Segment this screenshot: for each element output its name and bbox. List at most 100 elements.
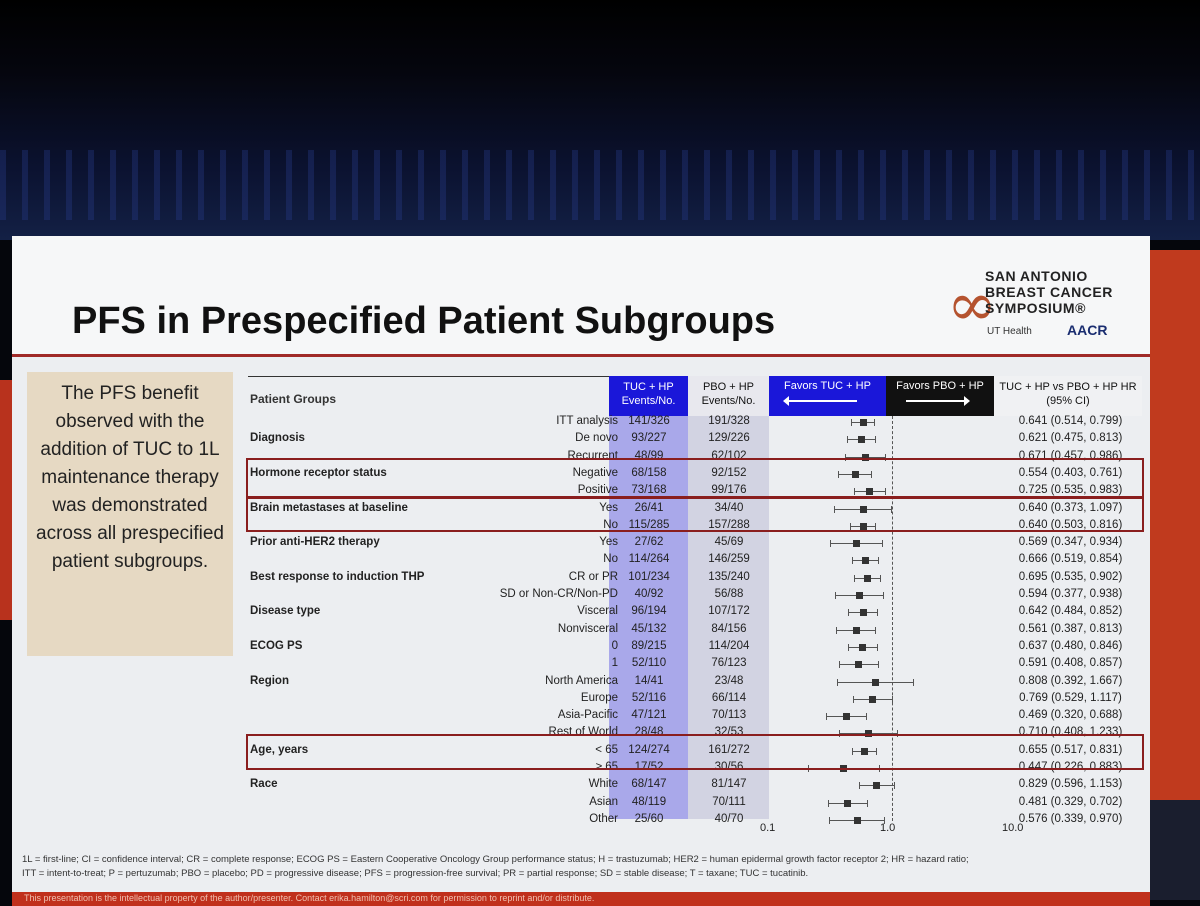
row-tuc-events: 26/41 [634,501,664,514]
row-subgroup: 0 [611,639,618,652]
row-hazard-ratio: 0.447 (0.226, 0.883) [1018,761,1123,773]
table-row: Asia-Pacific 47/121 70/113 0.469 (0.320, 0.… [248,708,1148,725]
hr-point-estimate [858,436,866,444]
row-category: Diagnosis [250,432,305,445]
hr-point-estimate [869,695,877,703]
row-tuc-events: 68/158 [631,466,667,479]
row-subgroup: Europe [580,691,618,704]
hr-point-estimate [843,713,851,721]
row-category: Best response to induction THP [250,570,425,583]
summary-text: The PFS benefit observed with the additi… [36,383,224,572]
left-arrow-icon [783,396,857,406]
table-row: SD or Non-CR/Non-PD 40/92 56/88 0.594 (0.37… [248,587,1148,604]
row-tuc-events: 48/119 [631,795,667,808]
header-hr: TUC + HP vs PBO + HP HR (95% CI) [994,376,1142,416]
row-hazard-ratio: 0.725 (0.535, 0.983) [1018,484,1123,497]
row-subgroup: 1 [611,657,618,670]
footnote-line1: 1L = first-line; CI = confidence interva… [22,854,969,865]
row-subgroup: SD or Non-CR/Non-PD [499,588,618,600]
row-tuc-events: 96/194 [631,605,667,618]
logo-line2: BREAST CANCER [985,284,1113,300]
table-row: Other 25/60 40/70 0.576 (0.339, 0.970) [248,812,1148,829]
hr-point-estimate [855,661,863,669]
highlight-brain-metastases [246,496,1144,532]
row-pbo-events: 70/111 [712,795,746,808]
row-hazard-ratio: 0.655 (0.517, 0.831) [1018,743,1123,756]
row-hazard-ratio: 0.829 (0.596, 1.153) [1018,778,1123,791]
hr-point-estimate [864,574,872,582]
header-pbo: PBO + HP Events/No. [688,376,769,416]
highlight-hormone-receptor [246,458,1144,499]
row-subgroup: Asian [589,795,618,808]
logo-line3: SYMPOSIUM® [985,300,1086,316]
row-subgroup: CR or PR [568,570,618,583]
row-hazard-ratio: 0.769 (0.529, 1.117) [1019,691,1122,704]
row-tuc-events: 101/234 [628,570,670,583]
row-pbo-events: 34/40 [714,501,744,514]
row-subgroup: White [588,778,618,791]
axis-tick-1.0: 1.0 [880,822,896,834]
row-hazard-ratio: 0.561 (0.387, 0.813) [1018,622,1123,635]
table-row: Best response to induction THP CR or PR 10… [248,570,1148,587]
row-category: Hormone receptor status [250,466,387,479]
symposium-logo: ∞ SAN ANTONIO BREAST CANCER SYMPOSIUM® U… [947,264,1147,359]
row-hazard-ratio: 0.642 (0.484, 0.852) [1018,605,1123,618]
hr-point-estimate [861,557,869,565]
row-pbo-events: 99/176 [711,484,747,497]
hr-point-estimate [851,470,859,478]
row-pbo-events: 45/69 [714,536,744,549]
table-row: ITT analysis 141/326 191/328 0.641 (0.514, … [248,414,1148,431]
header-patient-groups: Patient Groups [250,392,337,406]
table-row: Region North America 14/41 23/48 0.808 (0.39… [248,674,1148,691]
row-category: Prior anti-HER2 therapy [250,536,380,549]
row-subgroup: ≥ 65 [595,761,618,773]
table-row: Brain metastases at baseline Yes 26/41 34/4… [248,501,1148,518]
row-category: Brain metastases at baseline [250,501,408,514]
hr-point-estimate [859,643,867,651]
row-tuc-events: 45/132 [631,622,667,635]
row-subgroup: Positive [577,484,618,497]
row-tuc-events: 93/227 [631,432,667,445]
table-row: Asian 48/119 70/111 0.481 (0.329, 0.702) [248,795,1148,812]
table-row: Hormone receptor status Negative 68/158 92/… [248,466,1148,483]
stage-edge [1150,800,1200,900]
hr-point-estimate [866,488,874,496]
slide-header: PFS in Prespecified Patient Subgroups ∞ … [12,236,1150,354]
row-hazard-ratio: 0.641 (0.514, 0.799) [1018,415,1123,427]
disclaimer-bar: This presentation is the intellectual pr… [12,892,1150,906]
table-row: Disease type Visceral 96/194 107/172 0.642 (… [248,604,1148,621]
hr-point-estimate [865,730,873,738]
row-hazard-ratio: 0.637 (0.480, 0.846) [1018,639,1123,652]
hr-point-estimate [859,419,867,426]
row-pbo-events: 157/288 [708,518,750,531]
row-tuc-events: 89/215 [631,639,667,652]
hr-point-estimate [853,540,861,548]
row-pbo-events: 66/114 [711,691,747,704]
table-row: Nonvisceral 45/132 84/156 0.561 (0.387, 0.8… [248,622,1148,639]
axis-tick-10.0: 10.0 [1002,822,1024,834]
row-tuc-events: 14/41 [634,674,664,687]
table-row: Positive 73/168 99/176 0.725 (0.535, 0.983) [248,483,1148,500]
favors-pbo-label: Favors PBO + HP [896,380,984,392]
hr-point-estimate [855,592,863,599]
row-pbo-events: 84/156 [711,622,747,635]
row-hazard-ratio: 0.666 (0.519, 0.854) [1018,553,1123,566]
pbo-column-shade [688,376,769,819]
row-tuc-events: 73/168 [631,484,667,497]
row-pbo-events: 70/113 [711,709,747,722]
hr-point-estimate [859,522,867,530]
projected-slide: PFS in Prespecified Patient Subgroups ∞ … [12,236,1150,906]
title-divider [12,354,1150,357]
row-hazard-ratio: 0.640 (0.503, 0.816) [1018,518,1123,531]
aacr-logo: AACR [1067,322,1108,338]
row-subgroup: No [603,518,618,531]
row-tuc-events: 27/62 [634,536,664,549]
row-category: Disease type [250,605,321,618]
row-subgroup: De novo [575,432,618,445]
row-subgroup: Other [589,812,618,825]
table-row: 1 52/110 76/123 0.591 (0.408, 0.857) [248,656,1148,673]
row-subgroup: No [603,553,618,566]
row-tuc-events: 52/110 [631,657,667,670]
ribbon-icon: ∞ [947,270,997,340]
favors-tuc-label: Favors TUC + HP [784,380,871,392]
